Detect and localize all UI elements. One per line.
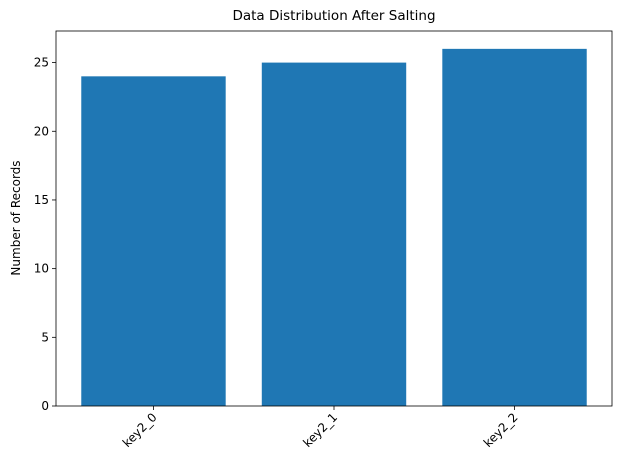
x-tick-label: key2_1 <box>300 410 340 450</box>
y-tick-label: 0 <box>41 399 49 413</box>
bar <box>81 76 226 406</box>
y-tick-label: 10 <box>34 262 49 276</box>
bar <box>442 48 587 406</box>
y-tick-label: 5 <box>41 330 49 344</box>
y-tick-label: 15 <box>34 193 49 207</box>
y-axis-label: Number of Records <box>9 160 23 275</box>
x-tick-label: key2_2 <box>481 410 521 450</box>
chart-title: Data Distribution After Salting <box>232 8 435 24</box>
y-tick-label: 25 <box>34 56 49 70</box>
y-tick-label: 20 <box>34 124 49 138</box>
x-tick-label: key2_0 <box>120 410 160 450</box>
bar <box>261 62 407 406</box>
plot-frame <box>55 30 613 407</box>
